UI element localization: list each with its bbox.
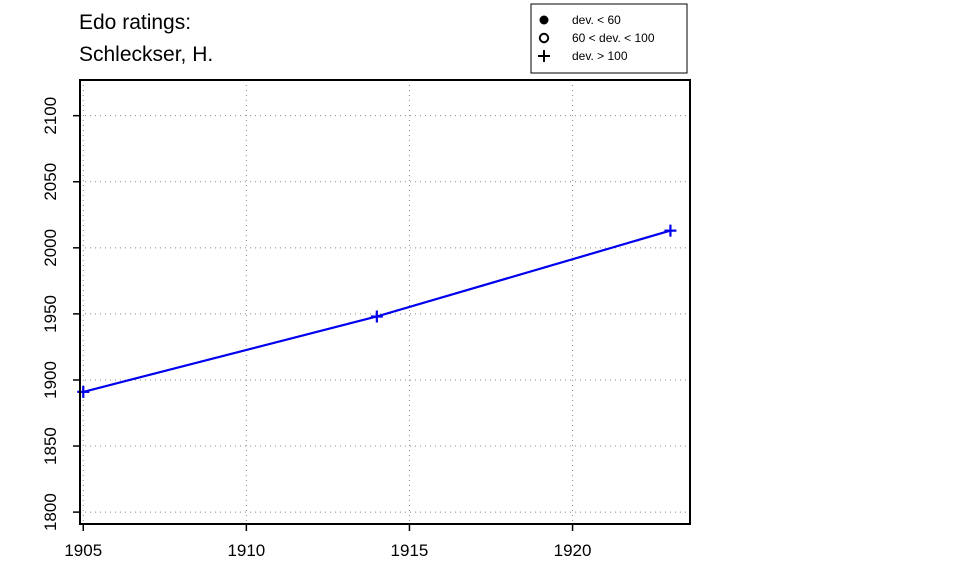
x-tick-label: 1920 [554,541,592,560]
series-layer [77,224,677,398]
y-tick-label: 2100 [41,97,60,135]
y-tick-label: 1950 [41,295,60,333]
chart-title-line: Schleckser, H. [79,43,213,66]
open-circle-icon [538,32,550,44]
y-axis: 1800 1850 1900 1950 2000 2050 2100 [41,97,80,531]
y-tick-label: 2050 [41,163,60,201]
legend-label: dev. > 100 [572,49,628,63]
legend-label: dev. < 60 [572,13,621,27]
x-tick-label: 1905 [64,541,102,560]
x-tick-label: 1915 [391,541,429,560]
y-tick-label: 2000 [41,229,60,267]
grid [80,80,690,524]
legend: dev. < 60 60 < dev. < 100 dev. > 100 [530,3,688,74]
data-point-plus-marker [370,310,383,323]
legend-box [530,3,688,74]
plus-icon [538,50,550,62]
plot-frame [79,79,691,525]
data-point-plus-marker [664,224,677,237]
y-tick-label: 1900 [41,361,60,399]
chart-title-line: Edo ratings: [79,11,191,34]
chart-title: Edo ratings: Schleckser, H. [79,11,213,66]
y-tick-label: 1850 [41,427,60,465]
filled-circle-icon [539,15,549,25]
x-axis: 1905 1910 1915 1920 [64,524,591,560]
y-tick-label: 1800 [41,493,60,531]
legend-label: 60 < dev. < 100 [572,31,655,45]
x-tick-label: 1910 [227,541,265,560]
